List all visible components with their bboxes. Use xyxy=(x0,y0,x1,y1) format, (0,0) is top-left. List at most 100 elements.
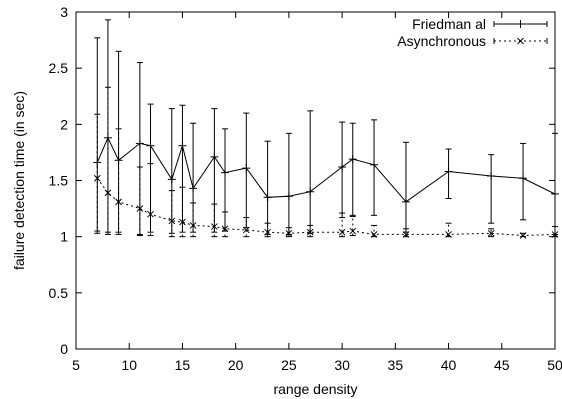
y-tick-label: 0 xyxy=(60,341,68,357)
error-bar xyxy=(488,154,495,224)
error-bar xyxy=(94,37,101,232)
data-point xyxy=(146,141,155,150)
marker-stroke xyxy=(147,210,154,218)
error-bar xyxy=(190,122,197,233)
x-tick-label: 30 xyxy=(334,357,350,373)
data-point xyxy=(348,155,357,164)
error-bar xyxy=(115,50,122,233)
x-tick-label: 40 xyxy=(441,357,457,373)
x-tick-label: 50 xyxy=(547,357,562,373)
data-point xyxy=(264,228,271,236)
error-bar xyxy=(179,104,186,233)
legend-marker xyxy=(516,20,525,28)
marker-stroke xyxy=(242,226,250,234)
error-bar xyxy=(147,103,154,233)
error-bar xyxy=(190,202,197,238)
marker-stroke xyxy=(179,218,186,226)
y-tick-label: 2 xyxy=(60,116,68,132)
y-tick-label: 3 xyxy=(60,4,68,20)
error-bar xyxy=(285,227,292,238)
error-bar xyxy=(264,222,271,238)
data-point xyxy=(285,229,293,237)
series-line xyxy=(96,178,556,237)
error-bar xyxy=(222,211,229,238)
x-tick-label: 20 xyxy=(228,357,244,373)
data-point xyxy=(487,172,496,181)
series-friedman xyxy=(93,19,559,235)
error-bar xyxy=(168,108,175,234)
series-line xyxy=(96,136,556,203)
x-tick-label: 35 xyxy=(388,357,404,373)
data-point xyxy=(211,223,218,230)
x-axis-title: range density xyxy=(273,381,357,397)
data-point xyxy=(189,222,197,229)
data-point xyxy=(263,193,272,202)
data-point xyxy=(221,225,229,233)
marker-stroke xyxy=(370,231,378,238)
data-point xyxy=(179,218,186,226)
series-layer xyxy=(93,19,559,239)
marker-stroke xyxy=(551,231,559,238)
error-bar xyxy=(104,19,111,233)
error-bar xyxy=(168,190,175,238)
data-point xyxy=(519,174,528,183)
marker-stroke xyxy=(445,231,452,238)
error-bar xyxy=(136,166,143,237)
marker-stroke xyxy=(168,217,176,225)
marker-stroke xyxy=(221,225,229,233)
error-bar xyxy=(285,132,292,235)
error-bar xyxy=(488,228,495,238)
x-tick-label: 5 xyxy=(72,357,80,373)
marker-stroke xyxy=(93,174,101,182)
y-axis-title: failure detection time (in sec) xyxy=(11,91,27,270)
data-point xyxy=(284,192,293,201)
data-point xyxy=(167,175,176,184)
x-tick-label: 10 xyxy=(121,357,137,373)
data-point xyxy=(551,189,559,198)
y-tick-label: 0.5 xyxy=(49,285,69,301)
error-bar xyxy=(402,141,409,233)
error-bar xyxy=(211,203,218,238)
error-bar xyxy=(339,212,346,238)
data-point xyxy=(147,210,154,218)
data-point xyxy=(338,163,347,172)
y-tick-label: 1 xyxy=(60,229,68,245)
marker-stroke xyxy=(338,228,346,236)
data-point xyxy=(242,164,251,173)
data-point xyxy=(402,231,410,238)
x-tick-label: 15 xyxy=(175,357,191,373)
marker-stroke xyxy=(264,228,271,236)
marker-stroke xyxy=(349,227,357,235)
marker-stroke xyxy=(115,198,122,206)
data-point xyxy=(487,229,495,237)
error-bar xyxy=(147,163,154,237)
error-bar xyxy=(211,108,218,233)
error-bar xyxy=(307,224,314,238)
marker-stroke xyxy=(517,37,524,45)
data-point xyxy=(370,160,379,169)
error-bar xyxy=(552,132,558,235)
error-bar xyxy=(243,217,250,238)
data-point xyxy=(242,226,250,234)
data-point xyxy=(401,197,410,206)
error-bar xyxy=(94,113,101,234)
error-bar xyxy=(349,214,356,237)
legend: Friedman al Asynchronous xyxy=(397,16,548,49)
data-point xyxy=(306,228,314,236)
y-tick-label: 2.5 xyxy=(49,60,69,76)
error-bar xyxy=(115,128,122,235)
series-asynchronous xyxy=(93,86,559,239)
marker-stroke xyxy=(211,223,218,230)
marker-stroke xyxy=(189,222,197,229)
data-point xyxy=(168,217,176,225)
error-bar xyxy=(264,140,271,235)
data-point xyxy=(115,198,122,206)
y-tick-label: 1.5 xyxy=(49,173,69,189)
data-point xyxy=(338,228,346,236)
marker-stroke xyxy=(487,229,495,237)
x-tick-label: 25 xyxy=(281,357,297,373)
legend-label-asynchronous: Asynchronous xyxy=(397,33,486,49)
error-bar xyxy=(104,86,111,235)
axis-ticks: 5 10 15 20 25 30 35 40 45 50 0 0.5 1 1.5 2 2.5 3 xyxy=(49,4,562,373)
